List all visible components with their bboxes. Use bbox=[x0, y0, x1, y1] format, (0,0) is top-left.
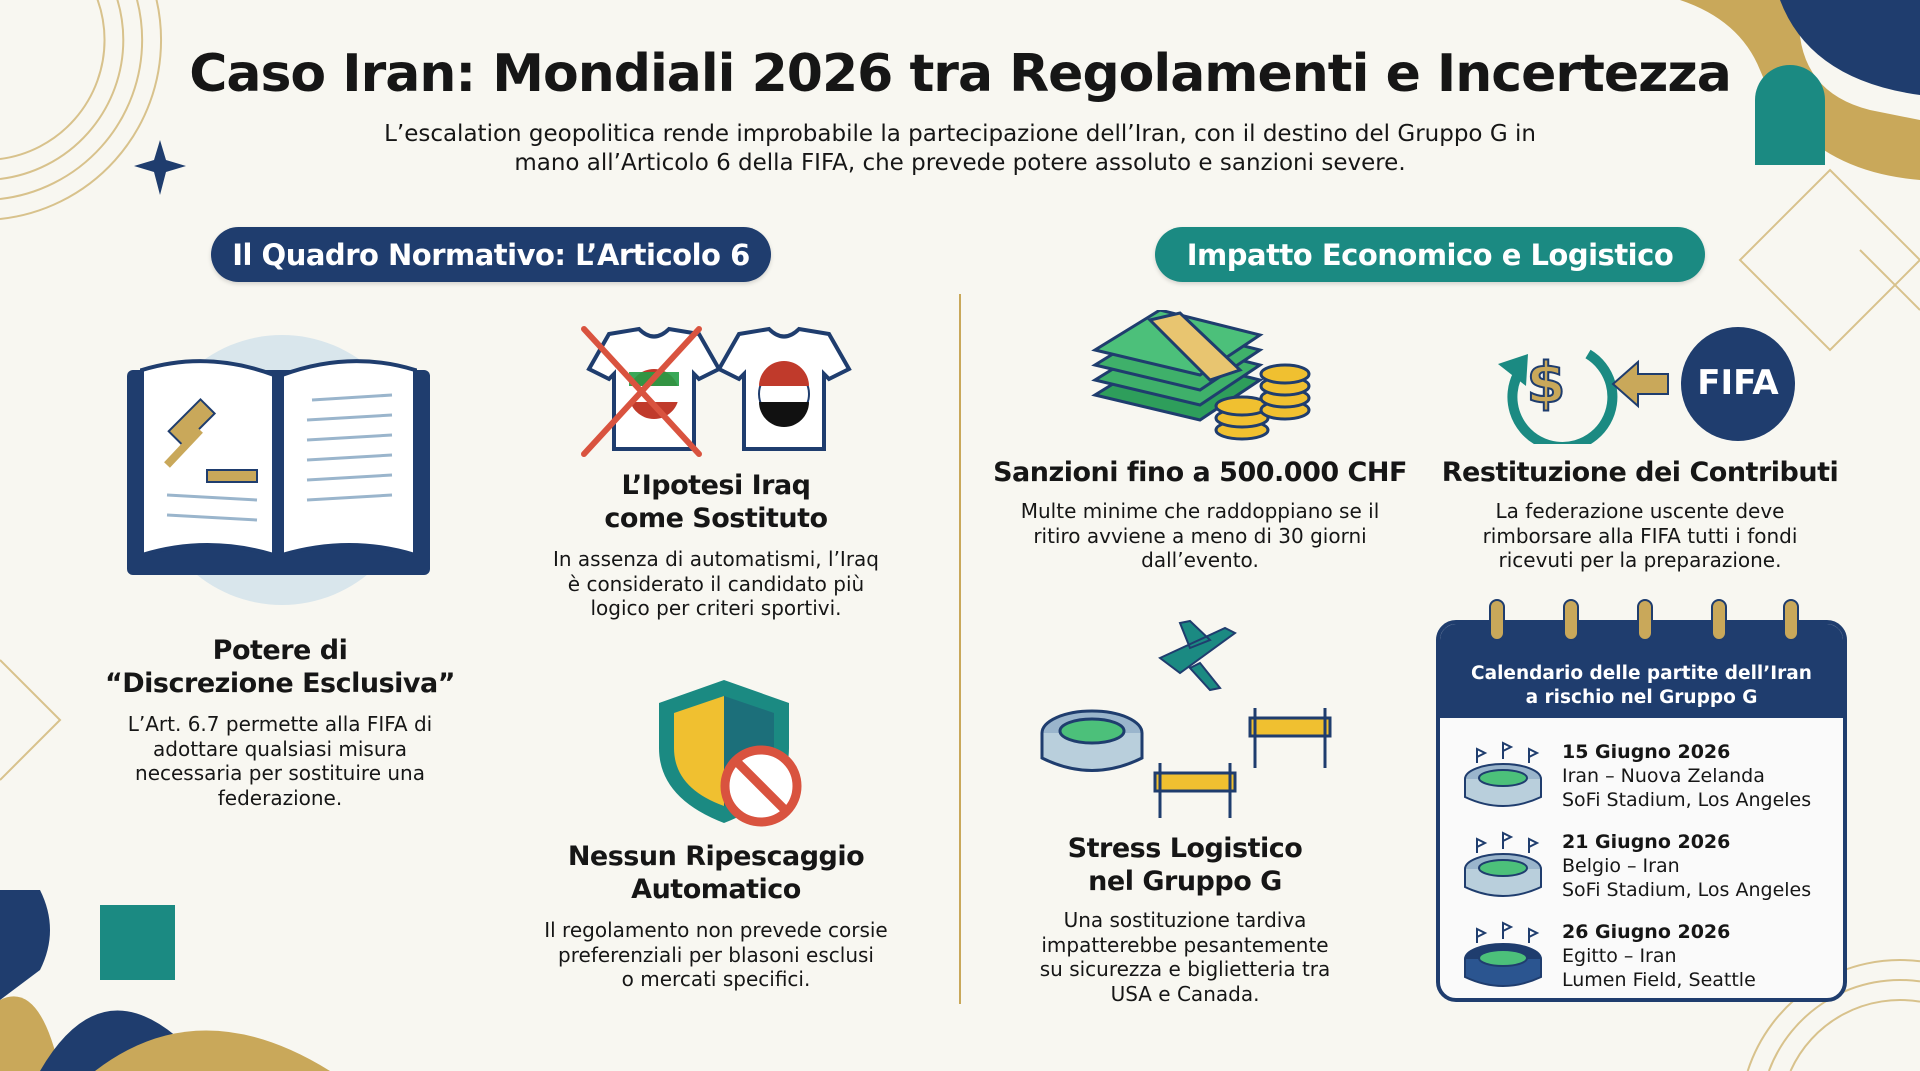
refund-fifa-icon: $ bbox=[1498, 327, 1795, 444]
card-title: Potere di bbox=[212, 635, 348, 666]
match-date: 26 Giugno 2026 bbox=[1562, 921, 1731, 943]
card-exclusive-discretion: Potere di “Discrezione Esclusiva” L’Art.… bbox=[60, 634, 500, 810]
section-title-economic: Impatto Economico e Logistico bbox=[1155, 227, 1705, 282]
subtitle-line: L’escalation geopolitica rende improbabi… bbox=[384, 121, 1536, 147]
card-title: L’Ipotesi Iraq bbox=[621, 470, 811, 501]
match-teams: Egitto – Iran bbox=[1562, 945, 1677, 967]
stadium-icon bbox=[1464, 831, 1542, 897]
card-logistics-stress: Stress Logistico nel Gruppo G Una sostit… bbox=[985, 832, 1385, 1006]
logistics-stadium-plane-icon bbox=[1040, 619, 1332, 818]
match-date: 21 Giugno 2026 bbox=[1562, 831, 1731, 853]
match-teams: Belgio – Iran bbox=[1562, 855, 1680, 877]
card-body: Il regolamento non prevede corsie prefere… bbox=[544, 918, 888, 991]
card-title: Automatico bbox=[631, 874, 801, 905]
card-sanctions: Sanzioni fino a 500.000 CHF Multe minime… bbox=[990, 456, 1410, 573]
match-venue: SoFi Stadium, Los Angeles bbox=[1562, 789, 1812, 811]
card-title: Restituzione dei Contributi bbox=[1441, 457, 1839, 488]
card-body: La federazione uscente deve rimborsare al… bbox=[1482, 499, 1798, 572]
section-title-regulation: Il Quadro Normativo: L’Articolo 6 bbox=[211, 227, 771, 282]
money-coins-icon bbox=[1091, 310, 1311, 441]
law-book-gavel-icon bbox=[127, 335, 430, 605]
match-calendar: Calendario delle partite dell’Iran a risc… bbox=[1436, 620, 1847, 1002]
page-subtitle: L’escalation geopolitica rende improbabi… bbox=[300, 120, 1620, 178]
stadium-icon bbox=[1464, 921, 1542, 987]
subtitle-line: mano all’Articolo 6 della FIFA, che prev… bbox=[514, 150, 1406, 176]
match-venue: Lumen Field, Seattle bbox=[1562, 969, 1756, 991]
match-venue: SoFi Stadium, Los Angeles bbox=[1562, 879, 1812, 901]
card-title: Nessun Ripescaggio bbox=[567, 841, 865, 872]
card-title: Sanzioni fino a 500.000 CHF bbox=[993, 457, 1407, 488]
calendar-match-row: 26 Giugno 2026 Egitto – Iran Lumen Field, … bbox=[1462, 920, 1843, 992]
page-title: Caso Iran: Mondiali 2026 tra Regolamenti… bbox=[189, 44, 1732, 104]
card-body: L’Art. 6.7 permette alla FIFA di adottare… bbox=[127, 712, 433, 810]
match-date: 15 Giugno 2026 bbox=[1562, 741, 1731, 763]
card-title: come Sostituto bbox=[604, 503, 828, 534]
card-title: “Discrezione Esclusiva” bbox=[105, 668, 455, 699]
svg-text:$: $ bbox=[1527, 351, 1566, 416]
calendar-match-row: 15 Giugno 2026 Iran – Nuova Zelanda SoFi S… bbox=[1462, 740, 1843, 812]
card-body: In assenza di automatismi, l’Iraq è consi… bbox=[552, 547, 880, 620]
card-iraq-hypothesis: L’Ipotesi Iraq come Sostituto In assenza… bbox=[516, 469, 916, 621]
shield-prohibited-icon bbox=[659, 680, 802, 827]
match-teams: Iran – Nuova Zelanda bbox=[1562, 765, 1765, 787]
card-no-automatic-readmission: Nessun Ripescaggio Automatico Il regolam… bbox=[516, 840, 916, 992]
card-refund: Restituzione dei Contributi La federazio… bbox=[1430, 456, 1850, 573]
column-divider bbox=[959, 294, 961, 1004]
card-body: Una sostituzione tardiva impatterebbe pes… bbox=[1039, 908, 1331, 1006]
calendar-match-list: 15 Giugno 2026 Iran – Nuova Zelanda SoFi S… bbox=[1440, 718, 1843, 992]
card-title: nel Gruppo G bbox=[1088, 866, 1282, 897]
fifa-badge: FIFA bbox=[1697, 363, 1779, 403]
jerseys-swap-icon bbox=[581, 326, 852, 457]
card-body: Multe minime che raddoppiano se il ritiro… bbox=[1020, 499, 1380, 572]
calendar-rings bbox=[1489, 599, 1799, 641]
card-title: Stress Logistico bbox=[1067, 833, 1303, 864]
stadium-icon bbox=[1464, 741, 1542, 807]
calendar-match-row: 21 Giugno 2026 Belgio – Iran SoFi Stadium,… bbox=[1462, 830, 1843, 902]
